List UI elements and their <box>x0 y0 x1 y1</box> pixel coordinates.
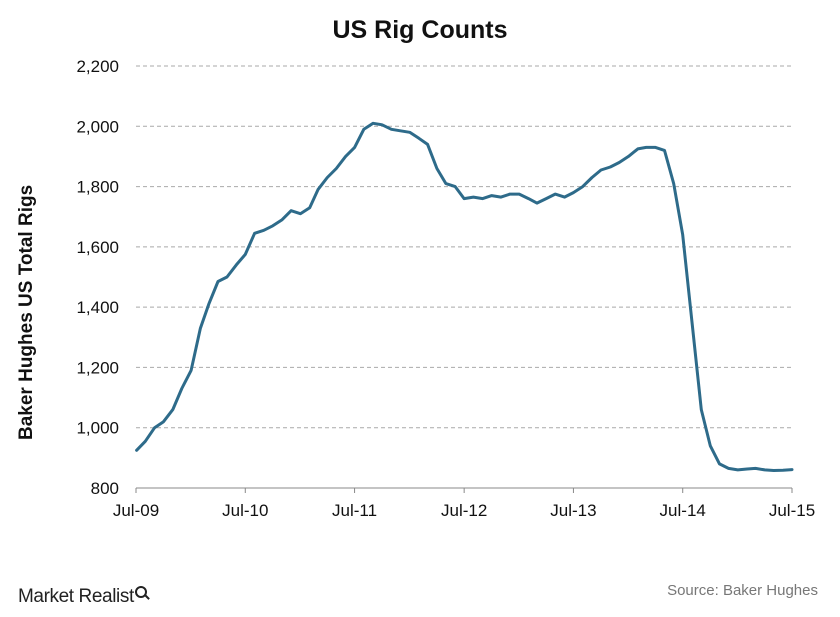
y-tick-label: 800 <box>91 479 119 498</box>
x-axis-ticks: Jul-09 Jul-10 Jul-11 Jul-12 Jul-13 Jul-14 Jul-… <box>113 488 815 520</box>
x-tick-label: Jul-12 <box>441 501 487 520</box>
x-tick-label: Jul-10 <box>222 501 268 520</box>
chart-title: US Rig Counts <box>332 16 508 44</box>
x-tick-label: Jul-13 <box>550 501 596 520</box>
x-tick-label: Jul-11 <box>332 501 377 520</box>
y-axis-ticks: 800 1,000 1,200 1,400 1,600 1,800 2,000 2,200 <box>76 57 119 498</box>
y-tick-label: 1,200 <box>76 358 119 377</box>
y-tick-label: 1,400 <box>76 298 119 317</box>
magnifier-icon <box>134 586 149 600</box>
y-tick-label: 1,800 <box>76 178 119 197</box>
x-tick-label: Jul-15 <box>769 501 815 520</box>
brand-logo: Market Realist <box>18 586 149 608</box>
y-tick-label: 1,000 <box>76 419 119 438</box>
source-note: Source: Baker Hughes <box>667 582 818 599</box>
y-tick-label: 2,000 <box>76 117 119 136</box>
series-line-rig-count <box>135 121 794 472</box>
x-tick-label: Jul-09 <box>113 501 159 520</box>
brand-name: Market Realist <box>18 586 134 607</box>
y-tick-label: 2,200 <box>76 57 119 76</box>
x-tick-label: Jul-14 <box>660 501 706 520</box>
gridlines <box>136 65 792 429</box>
y-tick-label: 1,600 <box>76 238 119 257</box>
